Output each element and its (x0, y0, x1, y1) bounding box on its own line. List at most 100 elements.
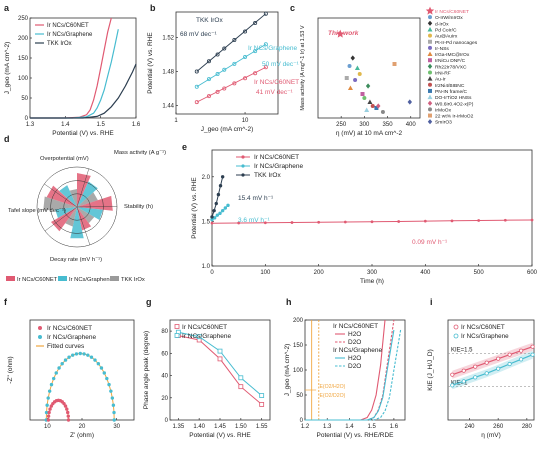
legend-label: Ir2Ni4/BIBNC (435, 83, 465, 89)
data-point (62, 401, 66, 406)
x-tick-label: 1 (174, 118, 178, 124)
data-point (347, 85, 353, 90)
fit-line (196, 13, 267, 72)
y-tick-label: 50 (296, 393, 303, 399)
x-tick-label: 250 (336, 122, 347, 128)
data-point (63, 404, 68, 408)
radar-axis-label: Decay rate (mV h⁻¹) (50, 257, 102, 263)
data-point (484, 371, 489, 376)
y-tick-label: 80 (161, 329, 168, 335)
data-point (518, 357, 524, 362)
data-point (259, 393, 265, 398)
data-point (71, 353, 75, 357)
data-point (67, 355, 71, 359)
fit-line (196, 66, 267, 103)
y-tick-label: 200 (18, 36, 29, 42)
data-point (259, 402, 265, 407)
data-point (232, 81, 237, 86)
legend-marker (428, 70, 432, 75)
data-point (206, 59, 211, 64)
data-point (112, 418, 116, 422)
data-point (503, 218, 507, 222)
x-tick-label: 1.40 (193, 424, 205, 430)
data-point (484, 360, 489, 365)
data-point (215, 52, 220, 57)
x-tick-label: 400 (406, 122, 417, 128)
data-point (253, 49, 258, 54)
radar-spoke (76, 206, 117, 208)
data-point (218, 183, 223, 188)
x-tick-label: 1.3 (323, 424, 332, 430)
legend-label: Ir NCs/Graphene (254, 163, 304, 170)
x-tick-label: 1.3 (26, 122, 35, 128)
radar-wedge (70, 207, 84, 239)
y-tick-label: 1.52 (162, 36, 174, 42)
panel-b: b 1 10 1.44 1.48 1.52 TKK IrOx 68 mV dec⁻¹ Ir NC… (147, 3, 300, 133)
data-point (343, 220, 347, 224)
data-point (65, 407, 69, 411)
panel-label: c (290, 3, 295, 13)
data-point (89, 355, 94, 359)
series-line (305, 329, 402, 421)
data-point (194, 100, 199, 105)
fit-line (196, 43, 267, 88)
y-tick-label: 0 (300, 418, 304, 424)
data-point (220, 208, 225, 213)
x-tick-label: 1.4 (61, 122, 70, 128)
data-point (49, 382, 54, 387)
slope-label: 50 mV dec⁻¹ (262, 61, 300, 68)
legend-label: Pd CoIr/C (435, 27, 457, 33)
legend-label: Ir NCs/C60NET (182, 324, 227, 331)
y-axis-label: Potential (V) vs. RHE (191, 177, 198, 239)
plot-frame (175, 11, 279, 115)
radar-wedge (69, 189, 77, 207)
legend-label: H2O (348, 355, 361, 362)
data-point (206, 94, 211, 99)
plot-frame (447, 319, 535, 421)
legend-label: Ir NCs/C60NET (254, 154, 299, 161)
panel-label: d (4, 134, 10, 144)
data-point (217, 348, 223, 354)
data-point (226, 203, 230, 208)
radar-wedge (77, 181, 98, 207)
data-point (107, 382, 111, 387)
data-point (47, 389, 52, 393)
legend-group-title: Ir NCs/Graphene (333, 347, 383, 354)
x-tick-label: 1.4 (345, 424, 354, 430)
data-point (66, 418, 71, 422)
data-point (112, 410, 116, 415)
data-point (392, 62, 397, 66)
y-tick-label: 150 (18, 56, 29, 62)
data-point (105, 376, 109, 381)
legend-marker (38, 335, 42, 339)
legend-marker (427, 100, 433, 106)
rate-label: 15.4 mV h⁻¹ (238, 195, 274, 202)
data-point (218, 211, 222, 216)
legend-label: TKK IrOx (47, 41, 72, 47)
legend-label: IrNiCu DNF/C (435, 58, 466, 64)
y-tick-label: 150 (293, 343, 304, 349)
x-tick-label: 350 (383, 122, 394, 128)
radar-axis-label: Stability (h) (124, 204, 153, 210)
legend-label: D2O (348, 363, 361, 370)
data-point (217, 356, 223, 362)
series-line (30, 63, 137, 119)
reference-label: KIE=1 (451, 381, 468, 387)
y-tick-label: 200 (293, 318, 304, 324)
y-tick-label: 0 (25, 116, 29, 122)
rate-label: 0.09 mV h⁻¹ (412, 239, 448, 246)
legend-marker (428, 15, 432, 20)
panel-h: h 1.2 1.3 1.4 1.5 1.6 0 50 100 150 200 Ir NCs/C60NE… (284, 297, 406, 439)
panel-label: g (146, 297, 152, 307)
legend-label: IrGa-IMC@IrOx (435, 52, 470, 58)
reference-label: KIE=1.5 (451, 347, 473, 353)
legend-label: Au@AuIrx (435, 34, 458, 40)
series-annotation: Ir NCs/C60NET (254, 79, 299, 86)
data-point (496, 366, 501, 371)
data-point (82, 352, 86, 356)
legend-label: Ir NCs/Graphene (182, 333, 232, 340)
data-point (354, 65, 360, 70)
legend-marker (453, 333, 459, 339)
data-point (380, 110, 385, 114)
data-point (461, 379, 466, 384)
